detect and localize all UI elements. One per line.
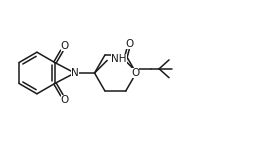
Text: NH: NH [111, 54, 127, 64]
Text: O: O [125, 39, 133, 49]
Text: O: O [131, 68, 139, 78]
Text: N: N [71, 68, 79, 78]
Text: O: O [61, 95, 69, 105]
Text: O: O [61, 41, 69, 51]
